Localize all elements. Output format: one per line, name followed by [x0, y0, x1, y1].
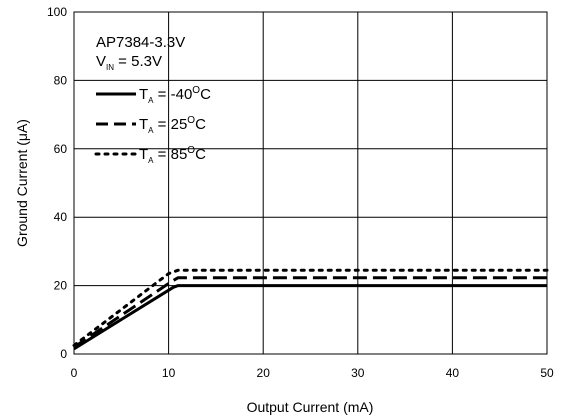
series-lines — [72, 268, 549, 351]
y-tick-label: 100 — [47, 5, 67, 19]
vin-annotation: VIN = 5.3V — [96, 53, 162, 72]
axis-ticks: 0 10 20 30 40 50 0 20 40 60 80 100 — [47, 5, 554, 380]
legend-entry-25: TA = 25OC — [96, 115, 206, 135]
y-tick-label: 60 — [54, 142, 68, 156]
series-line-dotted — [72, 268, 549, 347]
legend-entry-85: TA = 85OC — [94, 145, 206, 165]
x-axis-label: Output Current (mA) — [247, 399, 374, 415]
series-line-solid — [73, 284, 547, 351]
x-tick-label: 40 — [446, 366, 460, 380]
plot-frame — [73, 11, 548, 355]
y-tick-label: 80 — [54, 73, 68, 87]
legend-label-85: TA = 85OC — [139, 145, 206, 165]
series-line-dashed — [73, 276, 547, 349]
legend-label-25: TA = 25OC — [139, 115, 206, 135]
x-tick-label: 30 — [351, 366, 365, 380]
x-tick-label: 20 — [257, 366, 271, 380]
legend-entry-minus40: TA = -40OC — [96, 85, 211, 105]
legend-label-minus40: TA = -40OC — [139, 85, 211, 105]
x-tick-label: 0 — [71, 366, 78, 380]
legend: TA = -40OC TA = 25OC TA = 85OC — [94, 85, 211, 165]
y-tick-label: 20 — [54, 279, 68, 293]
y-tick-label: 0 — [60, 347, 67, 361]
x-tick-label: 50 — [540, 366, 554, 380]
device-annotation: AP7384-3.3V — [96, 34, 185, 51]
y-axis-label: Ground Current (μA) — [14, 119, 30, 247]
x-tick-label: 10 — [162, 366, 176, 380]
y-tick-label: 40 — [54, 210, 68, 224]
